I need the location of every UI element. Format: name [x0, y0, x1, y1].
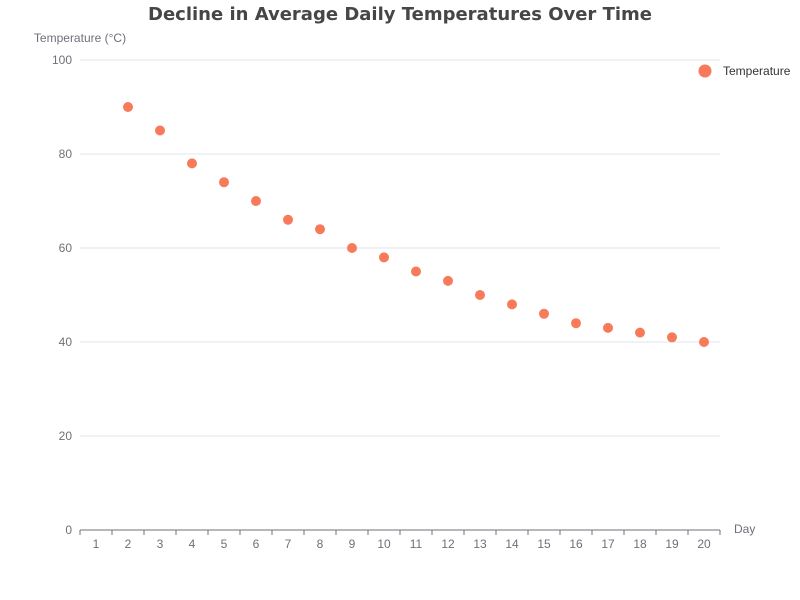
x-tick-label-18: 18 — [633, 537, 647, 551]
x-axis-label: Day — [734, 522, 755, 536]
y-tick-label-80: 80 — [59, 147, 73, 161]
legend-marker-icon[interactable] — [698, 64, 712, 78]
data-point-day-8[interactable] — [315, 224, 325, 235]
data-point-day-13[interactable] — [475, 290, 485, 300]
x-tick-label-3: 3 — [157, 537, 164, 551]
data-point-day-20[interactable] — [699, 337, 709, 347]
x-tick-label-11: 11 — [410, 537, 423, 551]
data-point-day-15[interactable] — [539, 308, 549, 319]
data-point-day-10[interactable] — [379, 252, 389, 263]
x-tick-label-6: 6 — [253, 537, 260, 551]
x-tick-label-4: 4 — [189, 537, 196, 551]
x-tick-label-14: 14 — [505, 537, 519, 551]
x-tick-label-5: 5 — [221, 537, 228, 551]
y-axis-label: Temperature (°C) — [34, 31, 126, 45]
x-tick-label-1: 1 — [93, 537, 100, 551]
x-tick-label-17: 17 — [601, 537, 615, 551]
data-point-day-6[interactable] — [251, 196, 261, 206]
data-points — [123, 102, 709, 347]
x-tick-label-2: 2 — [125, 537, 132, 551]
x-axis: 1 2 3 4 5 6 7 8 9 10 11 12 13 14 15 16 17 18 19 20 — [79, 529, 721, 551]
y-tick-label-100: 100 — [52, 53, 72, 67]
data-point-day-17[interactable] — [603, 322, 613, 333]
x-tick-label-19: 19 — [665, 537, 679, 551]
y-tick-label-60: 60 — [59, 241, 73, 255]
x-tick-label-10: 10 — [377, 537, 391, 551]
data-point-day-2[interactable] — [123, 102, 133, 112]
data-point-day-18[interactable] — [635, 327, 645, 338]
legend-label[interactable]: Temperature — [723, 64, 791, 78]
data-point-day-11[interactable] — [411, 266, 421, 277]
x-tick-label-9: 9 — [349, 537, 356, 551]
y-tick-label-0: 0 — [65, 523, 72, 537]
data-point-day-7[interactable] — [283, 214, 293, 225]
x-tick-label-12: 12 — [441, 537, 455, 551]
data-point-day-9[interactable] — [347, 243, 357, 253]
x-tick-label-16: 16 — [569, 537, 583, 551]
x-tick-label-20: 20 — [697, 537, 711, 551]
data-point-day-3[interactable] — [155, 125, 165, 136]
x-tick-label-8: 8 — [317, 537, 324, 551]
data-point-day-14[interactable] — [507, 299, 517, 310]
y-tick-label-20: 20 — [59, 429, 73, 443]
data-point-day-5[interactable] — [219, 177, 229, 188]
x-tick-label-13: 13 — [473, 537, 487, 551]
grid — [80, 59, 720, 437]
data-point-day-19[interactable] — [667, 332, 677, 343]
x-tick-label-7: 7 — [285, 537, 292, 551]
y-axis-ticks: 0 20 40 60 80 100 — [52, 53, 72, 537]
data-point-day-12[interactable] — [443, 275, 453, 286]
data-point-day-16[interactable] — [571, 318, 581, 329]
data-point-day-4[interactable] — [187, 158, 197, 169]
y-tick-label-40: 40 — [59, 335, 73, 349]
legend[interactable]: Temperature — [698, 64, 791, 78]
chart-title: Decline in Average Daily Temperatures Ov… — [148, 4, 652, 25]
x-tick-label-15: 15 — [537, 537, 551, 551]
